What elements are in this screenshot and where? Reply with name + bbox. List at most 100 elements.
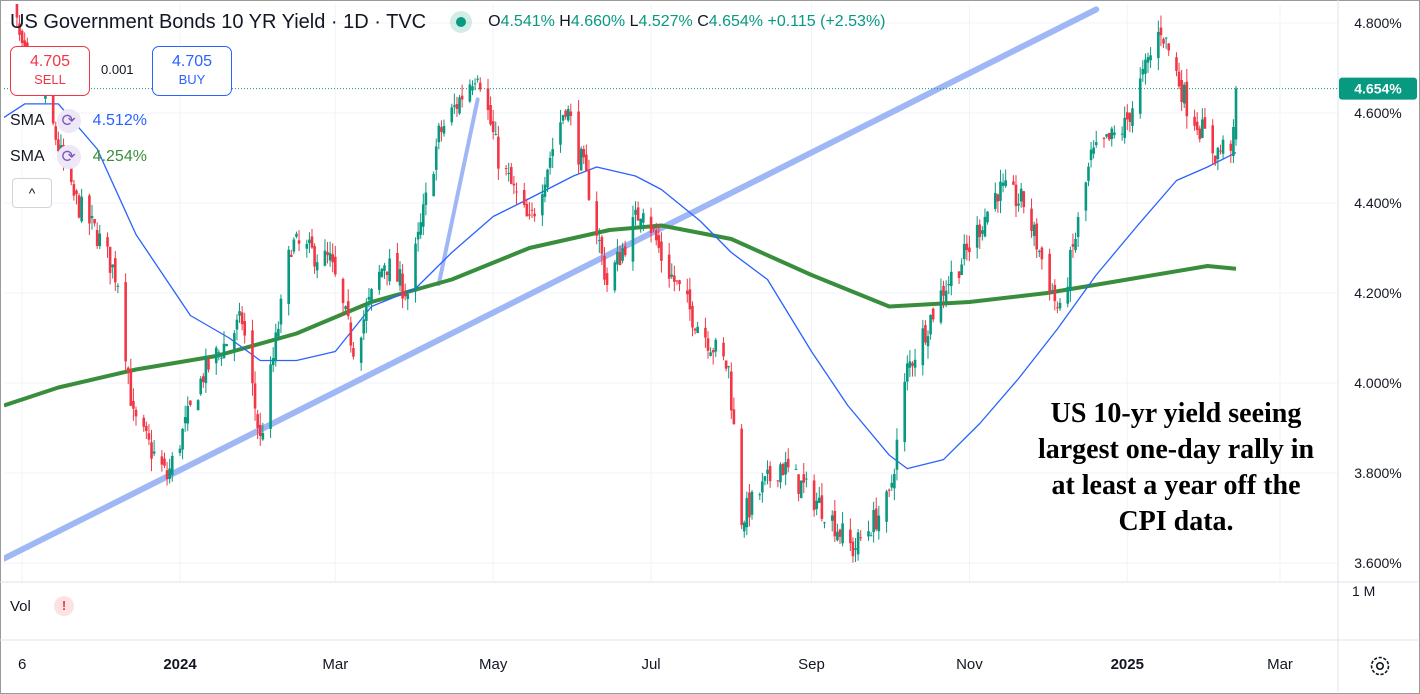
candle [72,179,76,201]
candle-body [261,432,265,440]
low-label: L [629,13,639,30]
candle [1185,69,1189,129]
candle-body [258,424,262,436]
candle-body [455,104,459,109]
candle [111,264,115,279]
candle [341,277,345,316]
candle [1128,111,1132,132]
indicator-sma-slow[interactable]: SMA ⟳ 4.254% [10,145,147,169]
settings-gear-icon[interactable] [1368,654,1392,678]
candle [152,439,156,457]
candle-body [595,201,599,236]
candle [1094,130,1098,148]
candle [90,204,94,230]
candle-body [895,439,899,470]
candle-body [522,190,526,205]
candle [794,464,798,470]
buy-button[interactable]: 4.705 BUY [152,46,232,96]
candle [597,228,601,253]
candle-body [434,146,438,170]
candle [867,520,870,541]
candle [1175,52,1178,77]
candle [525,198,529,217]
candle [911,361,914,377]
candle-body [403,293,407,297]
candle-body [905,363,909,382]
candle-body [761,481,764,493]
candle [494,121,498,136]
candle [541,184,544,226]
candle-body [90,215,94,219]
candle [999,169,1002,214]
x-tick-label: Mar [1267,656,1293,673]
candle-body [758,494,762,496]
candle [786,448,790,473]
candle [401,264,404,309]
candle-body [1203,117,1207,129]
candle-body [1234,88,1238,140]
candle-body [217,352,221,354]
indicator-sma-fast[interactable]: SMA ⟳ 4.512% [10,109,147,133]
candle-body [957,271,961,278]
candle-body [688,289,692,310]
candle-body [1032,224,1036,237]
candle-body [913,359,917,368]
candle-body [727,366,731,368]
volume-label[interactable]: Vol [10,598,31,615]
candle [471,80,474,96]
candle-body [784,462,787,475]
candle [207,357,210,373]
candle-body [1030,208,1033,232]
candle-body [993,192,997,209]
candle-body [113,258,117,283]
candle-body [1221,139,1225,154]
candle [1071,233,1075,258]
candle-body [722,342,725,357]
refresh-icon[interactable]: ⟳ [56,145,81,169]
candle-body [999,181,1002,201]
sell-button[interactable]: 4.705 SELL [10,46,90,96]
candle-body [15,4,19,18]
candle [491,109,495,140]
candle-body [468,84,472,102]
candle [243,312,247,344]
candle-body [367,296,371,300]
candle [217,349,221,361]
candle [352,341,355,360]
candle [113,251,117,291]
collapse-legend-button[interactable]: ^ [12,178,52,208]
candle [781,462,785,476]
candle-body [442,125,446,134]
candle-body [168,468,171,479]
candle-body [815,500,819,509]
symbol-title[interactable]: US Government Bonds 10 YR Yield · 1D · T… [10,10,427,33]
candle-body [1035,223,1039,250]
candle [75,189,78,205]
candle [414,237,417,303]
warning-icon[interactable]: ! [54,596,74,616]
candle-body [220,357,223,359]
candle-body [181,428,184,450]
candle [595,191,599,245]
candle [442,119,446,137]
candle-body [370,288,373,302]
candle-body [305,243,309,249]
candle [434,138,438,181]
candle [129,358,133,407]
refresh-icon[interactable]: ⟳ [56,109,81,133]
candle [1219,144,1222,155]
candle-body [1128,113,1132,122]
candle-body [359,337,363,363]
candle [253,371,257,421]
candle [618,245,622,266]
candle [406,290,410,311]
x-tick-label: 2024 [163,656,197,673]
candle-body [877,515,881,532]
candle-body [414,243,417,292]
candle [670,263,674,279]
candle-body [634,209,637,215]
y-tick-label: 3.600% [1354,555,1401,571]
candle-body [623,246,627,256]
candle [978,219,982,249]
